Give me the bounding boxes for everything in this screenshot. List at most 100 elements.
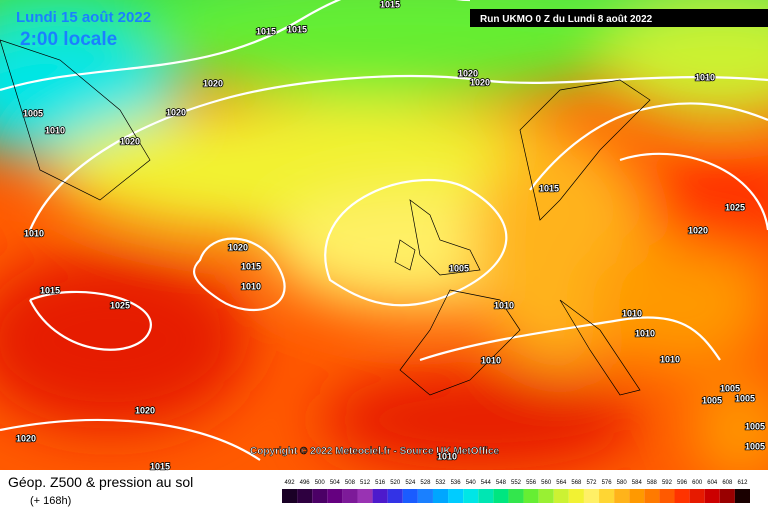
legend-title: Géop. Z500 & pression au sol xyxy=(8,474,193,490)
isobar-label: 1010 xyxy=(45,125,65,135)
isobar-label: 1020 xyxy=(120,136,140,146)
scale-label: 564 xyxy=(556,480,567,486)
scale-label: 512 xyxy=(360,480,371,486)
isobar-label: 1010 xyxy=(481,355,501,365)
copyright: Copyright © 2022 Meteociel.fr - Source U… xyxy=(250,446,500,457)
lead-time: (+ 168h) xyxy=(30,495,71,507)
scale-swatch xyxy=(734,489,750,503)
scale-label: 588 xyxy=(647,480,658,486)
isobar-label: 1005 xyxy=(720,383,740,393)
scale-label: 576 xyxy=(602,480,613,486)
field xyxy=(0,0,768,470)
scale-swatch xyxy=(689,489,705,503)
isobar-label: 1015 xyxy=(380,0,400,9)
coastlines xyxy=(0,39,651,396)
time: 2:00 locale xyxy=(20,29,117,50)
isobar-label: 1010 xyxy=(494,300,514,310)
scale-swatch xyxy=(372,489,388,503)
isobar-label: 1025 xyxy=(110,300,130,310)
scale-swatch xyxy=(282,489,298,503)
isobar-label: 1020 xyxy=(16,433,36,443)
scale-swatch xyxy=(538,489,554,503)
isobar-label: 1025 xyxy=(725,202,745,212)
run-box xyxy=(470,9,768,27)
scale-swatch xyxy=(448,489,464,503)
scale-swatch xyxy=(508,489,524,503)
scale-label: 548 xyxy=(496,480,507,486)
scale-label: 508 xyxy=(345,480,356,486)
scale-swatch xyxy=(629,489,645,503)
isobar-label: 1010 xyxy=(635,328,655,338)
date: Lundi 15 août 2022 xyxy=(16,9,151,26)
scale-swatch xyxy=(523,489,539,503)
scale-swatch xyxy=(704,489,720,503)
scale-swatch xyxy=(342,489,358,503)
isobar-label: 1015 xyxy=(539,183,559,193)
scale-swatch xyxy=(463,489,479,503)
isobar-label: 1010 xyxy=(437,451,457,461)
scale-label: 532 xyxy=(436,480,447,486)
scale-swatch xyxy=(553,489,569,503)
isobar-label: 1005 xyxy=(23,108,43,118)
scale-label: 560 xyxy=(541,480,552,486)
scale-label: 492 xyxy=(285,480,296,486)
isobar-label: 1005 xyxy=(745,421,765,431)
isobar-label: 1010 xyxy=(660,354,680,364)
scale-label: 556 xyxy=(526,480,537,486)
isobar-label: 1020 xyxy=(470,77,490,87)
run-info: Run UKMO 0 Z du Lundi 8 août 2022 xyxy=(480,14,653,25)
isobar-label: 1020 xyxy=(135,405,155,415)
isobar-label: 1020 xyxy=(228,242,248,252)
isobar-label: 1015 xyxy=(287,24,307,34)
isobar-label: 1010 xyxy=(241,281,261,291)
scale-label: 568 xyxy=(571,480,582,486)
isobar-label: 1010 xyxy=(622,308,642,318)
scale-swatch xyxy=(357,489,373,503)
scale-label: 496 xyxy=(300,480,311,486)
scale-swatch xyxy=(659,489,675,503)
scale-label: 528 xyxy=(420,480,431,486)
isobar-label: 1020 xyxy=(203,78,223,88)
isobar-label: 1010 xyxy=(24,228,44,238)
isobar-label: 1015 xyxy=(256,26,276,36)
scale-label: 544 xyxy=(481,480,492,486)
scale-label: 500 xyxy=(315,480,326,486)
scale-swatch xyxy=(432,489,449,503)
scale-swatch xyxy=(568,489,584,503)
isobar-label: 1005 xyxy=(449,263,469,273)
scale-swatch xyxy=(402,489,418,503)
isobar-label: 1020 xyxy=(166,107,186,117)
isobar-label: 1010 xyxy=(695,72,715,82)
scale-label: 540 xyxy=(466,480,477,486)
scale-label: 580 xyxy=(617,480,628,486)
scale-label: 520 xyxy=(390,480,401,486)
scale-swatch xyxy=(297,489,313,503)
scale-label: 608 xyxy=(722,480,733,486)
scale-swatch xyxy=(312,489,328,503)
isobar-label: 1015 xyxy=(241,261,261,271)
scale-swatch xyxy=(644,489,660,503)
scale-label: 612 xyxy=(737,480,748,486)
scale-label: 584 xyxy=(632,480,643,486)
scale-swatch xyxy=(327,489,343,503)
isobar-label: 1005 xyxy=(745,441,765,451)
scale-label: 600 xyxy=(692,480,703,486)
scale-swatch xyxy=(478,489,494,503)
isobar-label: 1015 xyxy=(150,461,170,471)
scale-label: 592 xyxy=(662,480,673,486)
scale-swatch xyxy=(719,489,735,503)
isobar-label: 1020 xyxy=(688,225,708,235)
scale-label: 604 xyxy=(707,480,718,486)
scale-swatch xyxy=(614,489,630,503)
color-scale: 492 496 500 504 508 512 516 520 524 528 532 536 540 5… xyxy=(282,480,750,503)
isobar-label: 1015 xyxy=(40,285,60,295)
scale-label: 504 xyxy=(330,480,341,486)
scale-label: 524 xyxy=(405,480,416,486)
scale-swatch xyxy=(417,489,433,503)
scale-label: 596 xyxy=(677,480,688,486)
isobar-label: 1005 xyxy=(702,395,722,405)
scale-label: 572 xyxy=(586,480,597,486)
isobar-label: 1020 xyxy=(458,68,478,78)
